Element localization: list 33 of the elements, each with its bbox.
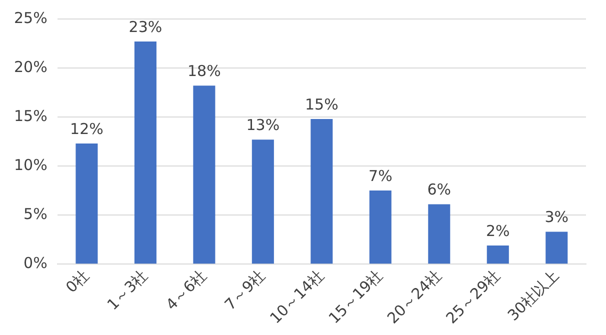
x-tick-label: 0社 [62, 266, 92, 296]
bar [310, 118, 333, 264]
data-label: 15% [305, 95, 338, 114]
data-label: 18% [188, 62, 221, 80]
bar [428, 204, 450, 264]
x-tick-label: 10～14社 [266, 266, 328, 328]
bar [486, 245, 509, 264]
data-label: 7% [368, 166, 392, 185]
bar [134, 42, 156, 264]
data-label: 13% [246, 116, 280, 134]
x-tick-label: 1～3社 [104, 266, 152, 314]
y-tick-label: 10% [14, 156, 48, 174]
data-label: 3% [544, 208, 569, 226]
y-tick-label: 20% [14, 58, 48, 76]
x-tick-label: 25～29社 [442, 266, 504, 328]
data-label: 12% [70, 120, 104, 138]
bar [193, 86, 216, 264]
y-tick-label: 0% [24, 254, 48, 272]
x-tick-label: 4～6社 [162, 266, 210, 314]
data-label: 6% [427, 180, 452, 199]
bar [546, 232, 568, 264]
data-label: 2% [486, 222, 510, 240]
x-tick-label: 15～19社 [325, 266, 386, 328]
x-tick-label: 7～9社 [221, 266, 269, 314]
data-label: 23% [128, 18, 162, 36]
x-tick-label: 20～24社 [384, 266, 445, 328]
bar [369, 190, 392, 264]
y-tick-label: 25% [14, 8, 48, 27]
y-tick-label: 15% [14, 106, 48, 125]
x-tick-label: 30社以上 [504, 266, 562, 324]
bar [252, 140, 274, 264]
bar [76, 143, 98, 264]
y-tick-label: 5% [24, 204, 48, 223]
